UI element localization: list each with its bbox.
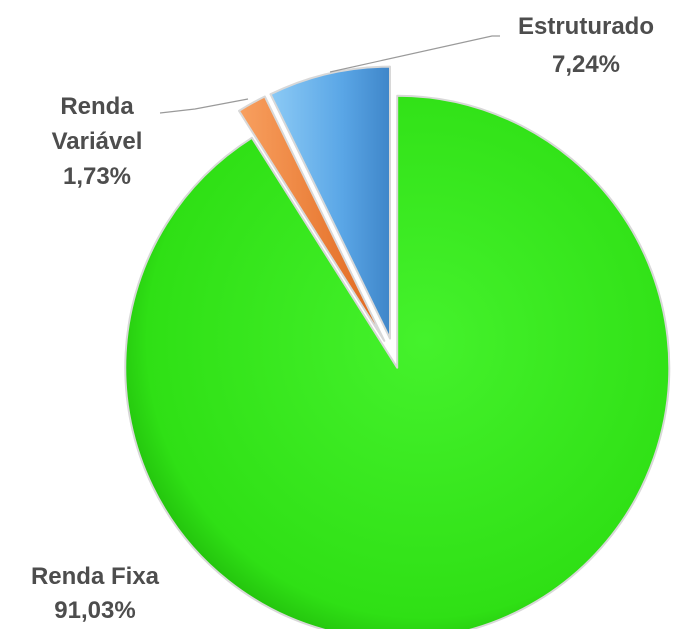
pie-slice-estruturado xyxy=(269,65,391,340)
slice-label-estruturado: Estruturado xyxy=(518,13,654,40)
leader-lines xyxy=(159,35,500,114)
slice-percent-renda-fixa: 91,03% xyxy=(54,597,135,624)
slice-percent-renda-variavel: 1,73% xyxy=(63,163,131,190)
slice-percent-estruturado: 7,24% xyxy=(552,51,620,78)
slice-label-renda-variavel-line2: Variável xyxy=(52,128,143,155)
data-label-renda-variavel: Renda Variável 1,73% xyxy=(52,93,143,190)
leader-line-renda-variavel xyxy=(159,98,249,114)
leader-line-estruturado xyxy=(329,35,500,73)
pie-slice-renda-variavel xyxy=(238,95,386,342)
slice-label-renda-fixa: Renda Fixa xyxy=(31,563,160,590)
data-label-estruturado: Estruturado 7,24% xyxy=(518,13,654,78)
pie-slices xyxy=(124,65,671,629)
pie-slice-renda-fixa xyxy=(124,94,671,629)
data-label-renda-fixa: Renda Fixa 91,03% xyxy=(31,563,160,624)
slice-label-renda-variavel-line1: Renda xyxy=(60,93,134,120)
